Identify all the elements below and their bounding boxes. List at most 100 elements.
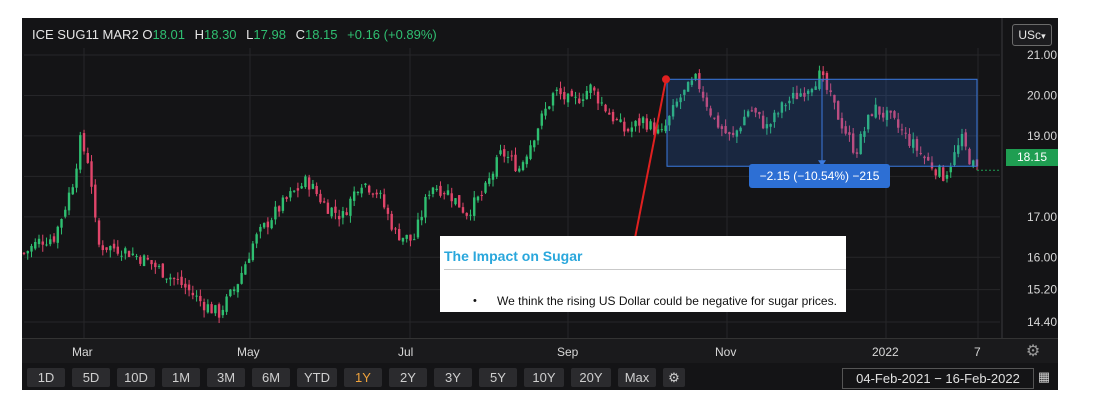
candle-body <box>127 251 131 257</box>
candle-body <box>750 110 754 112</box>
candle-body <box>150 260 153 265</box>
candle-body <box>169 277 172 280</box>
candle-body <box>840 118 844 129</box>
candle-body <box>259 226 262 232</box>
candle-body <box>184 283 187 288</box>
range-button-1m[interactable]: 1M <box>162 368 200 387</box>
measure-label[interactable]: −2.15 (−10.54%) −215 <box>749 164 890 188</box>
candle-body <box>806 90 810 94</box>
y-tick-label: 21.00 <box>1027 48 1057 62</box>
candle-body <box>866 114 870 130</box>
chevron-down-icon: ▾ <box>1041 31 1046 41</box>
candle-body <box>439 185 442 196</box>
candle-body <box>56 226 59 243</box>
annotation-anchor-dot <box>662 75 670 84</box>
candle-body <box>863 131 866 137</box>
range-button-1d[interactable]: 1D <box>27 368 65 387</box>
chart-panel[interactable]: 14.40 15.20 16.00 17.00 19.00 20.00 21.00 ICE … <box>22 18 1058 390</box>
range-button-10y[interactable]: 10Y <box>524 368 564 387</box>
candle-body <box>934 169 937 176</box>
candle-body <box>120 255 123 257</box>
range-settings-gear-icon[interactable]: ⚙ <box>663 368 685 387</box>
candle-body <box>217 304 221 318</box>
x-tick-label: May <box>237 345 260 359</box>
candle-body <box>578 98 581 104</box>
settings-gear-icon[interactable]: ⚙ <box>1025 343 1041 360</box>
candle-body <box>210 304 213 314</box>
candle-body <box>788 100 791 104</box>
candle-body <box>221 309 225 316</box>
candle-body <box>390 213 393 230</box>
y-tick-label: 17.00 <box>1027 210 1057 224</box>
candle-body <box>371 193 375 195</box>
candle-body <box>199 295 202 302</box>
candle-body <box>443 193 446 195</box>
price-chart[interactable]: 14.40 15.20 16.00 17.00 19.00 20.00 21.00 <box>22 18 1058 338</box>
candle-body <box>79 135 82 170</box>
candle-body <box>960 133 964 147</box>
candle-body <box>630 127 634 132</box>
candle-body <box>71 187 74 195</box>
x-axis: Mar May Jul Sep Nov 2022 7 ⚙ <box>22 338 1058 363</box>
range-button-5y[interactable]: 5Y <box>479 368 517 387</box>
candle-body <box>206 304 210 313</box>
range-button-1y[interactable]: 1Y <box>344 368 382 387</box>
candle-body <box>739 127 742 132</box>
candle-body <box>135 255 138 257</box>
range-button-20y[interactable]: 20Y <box>571 368 611 387</box>
candle-body <box>716 115 720 128</box>
x-tick-label: 7 <box>974 345 981 359</box>
range-button-3m[interactable]: 3M <box>207 368 245 387</box>
candle-body <box>334 206 337 213</box>
candle-body <box>900 129 904 131</box>
candle-body <box>191 292 195 296</box>
candle-body <box>322 201 326 203</box>
note-title: The Impact on Sugar <box>444 248 583 264</box>
candle-body <box>315 185 318 195</box>
range-button-max[interactable]: Max <box>618 368 656 387</box>
candle-body <box>548 106 551 109</box>
candle-body <box>240 272 243 284</box>
candle-body <box>870 114 874 117</box>
range-button-ytd[interactable]: YTD <box>297 368 337 387</box>
range-button-2y[interactable]: 2Y <box>389 368 427 387</box>
annotation-connector-line <box>634 79 667 239</box>
candle-body <box>574 96 577 98</box>
unit-selector-button[interactable]: USc▾ <box>1012 24 1052 46</box>
candle-body <box>413 239 416 241</box>
candle-body <box>818 70 821 90</box>
candle-body <box>619 119 622 123</box>
y-tick-label: 19.00 <box>1027 129 1057 143</box>
candle-body <box>420 216 423 221</box>
candle-body <box>480 195 483 197</box>
candle-body <box>784 105 787 107</box>
candle-body <box>968 148 971 165</box>
candle-body <box>510 155 513 157</box>
candle-body <box>67 192 71 211</box>
candle-body <box>360 187 363 194</box>
candle-body <box>521 162 525 171</box>
candle-body <box>503 149 506 157</box>
date-range-display[interactable]: 04-Feb-2021 − 16-Feb-2022 <box>842 368 1034 389</box>
range-button-10d[interactable]: 10D <box>117 368 155 387</box>
candle-body <box>683 89 686 95</box>
candle-body <box>799 93 802 97</box>
close-value: 18.15 <box>304 27 338 42</box>
candle-body <box>930 162 934 169</box>
x-tick-label: 2022 <box>872 345 899 359</box>
candle-body <box>495 157 498 177</box>
candle-body <box>139 256 142 264</box>
candle-body <box>229 289 232 297</box>
candle-body <box>397 228 401 241</box>
range-button-6m[interactable]: 6M <box>252 368 290 387</box>
candle-body <box>300 186 303 189</box>
note-bullet-text: We think the rising US Dollar could be n… <box>497 294 837 308</box>
candle-body <box>949 167 952 173</box>
calendar-icon[interactable]: ▦ <box>1037 369 1051 384</box>
candle-body <box>319 193 322 203</box>
candle-body <box>596 91 600 104</box>
y-tick-label: 16.00 <box>1027 250 1057 264</box>
range-button-5d[interactable]: 5D <box>72 368 110 387</box>
range-button-3y[interactable]: 3Y <box>434 368 472 387</box>
candle-body <box>679 97 682 103</box>
